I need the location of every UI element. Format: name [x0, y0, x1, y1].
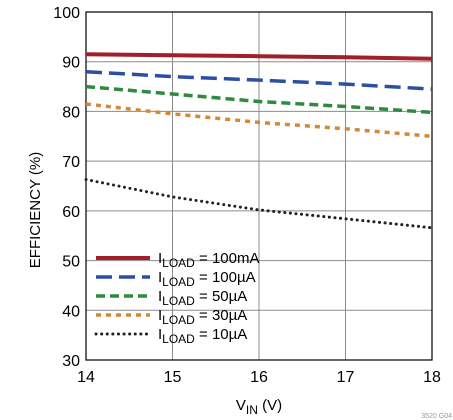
y-tick-label: 60 — [62, 204, 80, 221]
legend-label-1: ILOAD = 100µA — [158, 269, 256, 289]
legend-label-value: = 100mA — [195, 250, 260, 267]
x-tick-label: 15 — [164, 369, 182, 386]
legend-label-0: ILOAD = 100mA — [158, 250, 259, 270]
legend-label-value: = 10µA — [195, 326, 247, 343]
y-tick-label: 90 — [62, 55, 80, 72]
legend-label-sub: LOAD — [162, 313, 195, 327]
series-line-0 — [85, 52, 433, 61]
x-axis-label: VIN (V) — [236, 397, 282, 417]
legend-label-value: = 30µA — [195, 307, 247, 324]
series-line-2 — [85, 84, 433, 115]
legend-label-3: ILOAD = 30µA — [158, 307, 247, 327]
legend-label-main: I — [158, 326, 162, 343]
y-axis-label: EFFICIENCY (%) — [27, 152, 44, 268]
figure-code: 3520 G04 — [421, 413, 452, 420]
series-line-1 — [85, 69, 433, 91]
legend-label-sub: LOAD — [162, 294, 195, 308]
legend-label-main: I — [158, 269, 162, 286]
legend-label-value: = 100µA — [195, 269, 256, 286]
legend-label-sub: LOAD — [162, 275, 195, 289]
legend-label-main: I — [158, 288, 162, 305]
x-axis-label-main: V — [236, 397, 246, 414]
grid — [86, 12, 432, 360]
plot-frame — [85, 11, 433, 361]
legend-label-main: I — [158, 250, 162, 267]
y-tick-label: 30 — [62, 353, 80, 370]
y-tick-label: 100 — [53, 5, 80, 22]
x-tick-labels: 14 15 16 17 18 — [77, 369, 441, 386]
y-tick-label: 40 — [62, 303, 80, 320]
x-tick-label: 14 — [77, 369, 95, 386]
y-tick-label: 70 — [62, 154, 80, 171]
x-axis-label-sub: IN — [246, 403, 258, 417]
series-layer — [84, 52, 434, 230]
y-tick-label: 80 — [62, 104, 80, 121]
legend-label-2: ILOAD = 50µA — [158, 288, 247, 308]
y-tick-labels: 30 40 50 60 70 80 90 100 — [53, 5, 80, 370]
legend-label-sub: LOAD — [162, 256, 195, 270]
x-tick-label: 17 — [337, 369, 355, 386]
x-tick-label: 18 — [423, 369, 441, 386]
legend-label-value: = 50µA — [195, 288, 247, 305]
legend-label-main: I — [158, 307, 162, 324]
legend-label-4: ILOAD = 10µA — [158, 326, 247, 346]
y-tick-label: 50 — [62, 254, 80, 271]
x-axis-label-unit: (V) — [258, 397, 282, 414]
x-tick-label: 16 — [250, 369, 268, 386]
series-line-3 — [85, 102, 433, 139]
series-line-4 — [84, 178, 434, 230]
legend-label-sub: LOAD — [162, 332, 195, 346]
